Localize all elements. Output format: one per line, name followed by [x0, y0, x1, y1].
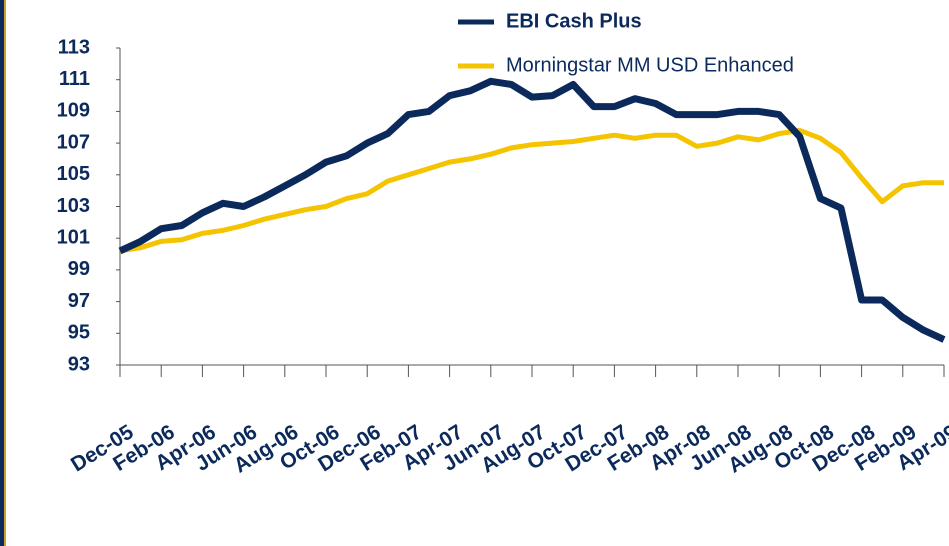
y-tick-label: 99 [68, 258, 90, 280]
y-tick-label: 97 [68, 290, 90, 312]
frame-strip-accent [4, 0, 6, 546]
y-tick-label: 103 [57, 195, 90, 217]
series-line [119, 127, 944, 254]
series-line [118, 77, 946, 343]
frame-strip [0, 0, 4, 546]
y-tick-label: 111 [59, 68, 90, 90]
y-tick-label: 107 [57, 131, 90, 153]
y-tick-label: 95 [68, 322, 90, 344]
y-tick-label: 109 [57, 100, 90, 122]
y-tick-label: 113 [58, 36, 90, 58]
y-tick-label: 93 [68, 353, 90, 375]
y-tick-label: 101 [57, 226, 90, 248]
legend-label: Morningstar MM USD Enhanced [506, 54, 794, 76]
y-tick-label: 105 [57, 163, 90, 185]
legend-label: EBI Cash Plus [506, 10, 642, 32]
